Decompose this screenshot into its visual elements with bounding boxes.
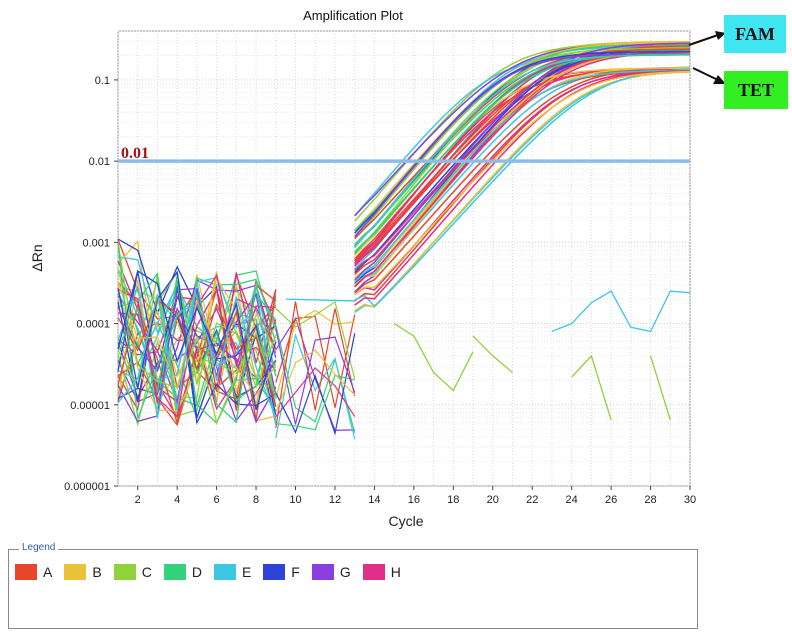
x-axis-label: Cycle <box>388 513 423 529</box>
x-tick-label: 12 <box>329 494 341 506</box>
noise-series-line <box>472 335 513 373</box>
x-tick-label: 16 <box>408 494 420 506</box>
noise-series-line <box>285 298 355 302</box>
noise-series-line <box>117 281 277 396</box>
legend-swatch <box>362 564 385 580</box>
y-tick-label: 0.001 <box>82 237 110 249</box>
legend-item-f[interactable]: F <box>263 564 300 580</box>
legend-swatch <box>64 564 87 580</box>
legend-label: E <box>241 564 252 580</box>
amplification-series-line <box>354 42 691 281</box>
x-tick-label: 8 <box>253 494 259 506</box>
x-tick-label: 4 <box>174 494 180 506</box>
noise-series-line <box>275 367 356 418</box>
amplification-series-line <box>354 53 691 254</box>
noise-series-line <box>117 243 277 424</box>
y-tick-label: 0.00001 <box>70 400 110 412</box>
legend-item-c[interactable]: C <box>113 564 152 580</box>
noise-series-line <box>117 272 277 407</box>
amplification-series-line <box>354 69 691 306</box>
x-tick-label: 26 <box>605 494 617 506</box>
noise-series-line <box>117 299 277 407</box>
x-tick-label: 10 <box>289 494 301 506</box>
legend-label: G <box>339 564 351 580</box>
x-tick-label: 20 <box>487 494 499 506</box>
y-tick-label: 0.1 <box>95 75 110 87</box>
x-tick-label: 24 <box>566 494 578 506</box>
amplification-series-line <box>354 67 691 286</box>
tet-callout: TET <box>724 71 788 109</box>
amplification-series-line <box>354 70 691 295</box>
amplification-plot: Amplification Plot 0.01 0.0000010.000010… <box>29 8 726 529</box>
legend-swatch <box>113 564 136 580</box>
noise-series-line <box>117 281 277 419</box>
x-tick-label: 18 <box>447 494 459 506</box>
noise-series-line <box>649 355 671 421</box>
legend-swatch <box>263 564 286 580</box>
noise-series-line <box>275 309 355 400</box>
noise-series-line <box>117 269 277 411</box>
legend-swatch <box>311 564 334 580</box>
chart-title: Amplification Plot <box>303 8 403 23</box>
legend-label: D <box>191 564 202 580</box>
noise-series-line <box>117 306 277 424</box>
series-lines <box>117 40 691 440</box>
x-tick-label: 28 <box>644 494 656 506</box>
amplification-series-line <box>354 45 691 265</box>
y-axis-ticks: 0.000001 0.00001 0.0001 0.001 0.01 0.1 <box>64 75 118 493</box>
x-tick-label: 22 <box>526 494 538 506</box>
y-tick-label: 0.0001 <box>76 319 110 331</box>
noise-series-line <box>275 328 356 425</box>
x-tick-label: 30 <box>684 494 696 506</box>
noise-series-line <box>275 301 356 429</box>
legend-item-a[interactable]: A <box>15 564 52 580</box>
legend-item-g[interactable]: G <box>311 564 351 580</box>
noise-series-line <box>275 317 355 432</box>
noise-series-line <box>117 270 277 418</box>
legend-label: B <box>92 564 102 580</box>
legend-label: C <box>141 564 152 580</box>
x-axis-ticks: 2 4 6 8 10 12 14 16 18 20 22 24 26 28 30 <box>135 486 696 506</box>
legend-item-h[interactable]: H <box>362 564 401 580</box>
x-tick-label: 2 <box>135 494 141 506</box>
legend-title: Legend <box>19 542 59 553</box>
legend: Legend A B C D E F G H <box>8 542 698 629</box>
x-tick-label: 6 <box>214 494 220 506</box>
legend-label: H <box>390 564 401 580</box>
noise-series-line <box>117 280 277 425</box>
noise-series-line <box>117 271 277 425</box>
noise-series-line <box>117 242 277 425</box>
legend-item-b[interactable]: B <box>64 564 102 580</box>
y-tick-label: 0.000001 <box>64 481 110 493</box>
noise-series-line <box>117 289 277 426</box>
noise-series-line <box>275 300 356 380</box>
noise-series-line <box>393 323 474 392</box>
legend-swatch <box>213 564 236 580</box>
fam-callout: FAM <box>724 15 786 53</box>
amplification-series-line <box>354 68 691 308</box>
noise-series-line <box>275 332 356 440</box>
y-tick-label: 0.01 <box>89 156 110 168</box>
noise-series-line <box>275 349 356 413</box>
legend-item-d[interactable]: D <box>163 564 202 580</box>
threshold-label: 0.01 <box>121 145 149 162</box>
legend-item-e[interactable]: E <box>213 564 252 580</box>
noise-series-line <box>275 333 356 436</box>
amplification-series-line <box>354 40 691 231</box>
tet-arrow <box>692 67 726 84</box>
x-tick-label: 14 <box>368 494 380 506</box>
legend-label: F <box>291 564 300 580</box>
noise-series-line <box>275 374 355 431</box>
noise-series-line <box>117 296 277 377</box>
noise-series-line <box>551 290 691 333</box>
legend-items: A B C D E F G H <box>15 564 413 580</box>
noise-series-line <box>117 274 277 411</box>
legend-label: A <box>43 564 53 580</box>
noise-series-line <box>571 354 612 421</box>
y-axis-label: ΔRn <box>29 244 45 271</box>
fam-arrow <box>688 31 726 46</box>
legend-swatch <box>15 564 37 580</box>
amplification-series-line <box>354 53 690 238</box>
legend-swatch <box>163 564 186 580</box>
